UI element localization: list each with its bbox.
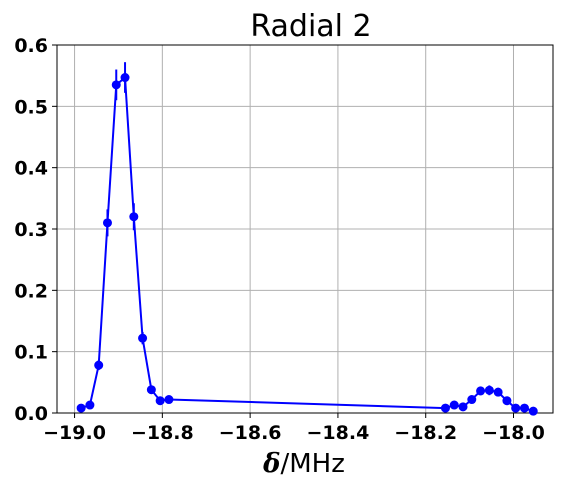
y-tick-label: 0.6 xyxy=(14,35,48,57)
y-tick-label: 0.4 xyxy=(14,158,48,180)
x-axis: −19.0 −18.8 −18.6 −18.4 −18.2 −18.0 xyxy=(43,413,545,444)
data-point xyxy=(129,212,139,222)
series-group xyxy=(76,62,538,416)
x-tick-label: −18.8 xyxy=(131,422,194,444)
data-point xyxy=(440,403,450,413)
data-point xyxy=(94,360,104,370)
x-axis-label-symbol: δ xyxy=(262,449,280,479)
data-point xyxy=(493,387,503,397)
series-line xyxy=(80,75,534,413)
data-point xyxy=(155,396,165,406)
x-axis-label: δ/MHz xyxy=(262,449,345,479)
data-point xyxy=(138,333,148,343)
data-point xyxy=(111,80,121,90)
data-point xyxy=(164,395,174,405)
x-tick-label: −18.2 xyxy=(394,422,457,444)
data-point xyxy=(502,396,512,406)
y-axis: 0.0 0.1 0.2 0.3 0.4 0.5 0.6 xyxy=(14,35,57,425)
data-point xyxy=(458,402,468,412)
data-point xyxy=(76,403,86,413)
x-tick-label: −18.6 xyxy=(219,422,282,444)
grid xyxy=(57,44,553,414)
x-tick-label: −19.0 xyxy=(43,422,106,444)
data-point xyxy=(146,385,156,395)
data-point xyxy=(476,386,486,396)
y-tick-label: 0.5 xyxy=(14,96,48,118)
data-point xyxy=(85,400,95,410)
data-point xyxy=(102,218,112,228)
data-point xyxy=(511,403,521,413)
data-point xyxy=(120,73,130,83)
data-point xyxy=(484,385,494,395)
chart-title: Radial 2 xyxy=(250,9,371,44)
y-tick-label: 0.2 xyxy=(14,280,48,302)
data-point xyxy=(449,400,459,410)
y-tick-label: 0.1 xyxy=(14,342,48,364)
x-tick-label: −18.4 xyxy=(307,422,370,444)
y-tick-label: 0.3 xyxy=(14,219,48,241)
x-axis-label-unit: /MHz xyxy=(280,449,344,479)
x-tick-label: −18.0 xyxy=(482,422,545,444)
data-point xyxy=(528,406,538,416)
data-point xyxy=(519,403,529,413)
y-tick-label: 0.0 xyxy=(14,403,48,425)
data-point xyxy=(467,395,477,405)
